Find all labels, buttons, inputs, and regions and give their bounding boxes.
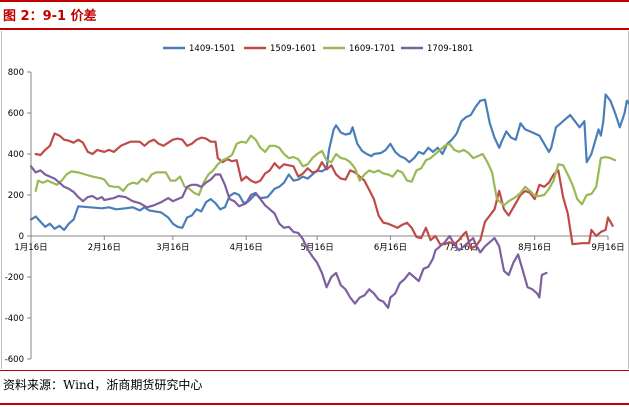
axes: 800 600 400 200 0 -200 -400 -600 1月16日 2月16日 3月16日… [5,68,625,365]
legend-label: 1709-1801 [427,44,473,54]
series-line-1709-1801 [29,165,548,309]
series-line-1409-1501 [29,93,629,231]
y-tick-label: 800 [8,68,24,78]
source-rule [0,370,629,371]
x-tick-label: 4月16日 [230,243,263,253]
legend: 1409-1501 1509-1601 1609-1701 1709-1801 [163,44,473,54]
figure-title: 图 2：9-1 价差 [3,9,97,24]
x-tick-label: 2月16日 [88,243,121,253]
top-rule [0,0,629,2]
x-tick-label: 5月16日 [301,243,334,253]
x-tick-label: 6月16日 [374,243,407,253]
series-line-1509-1601 [34,132,614,250]
x-tick-label: 8月16日 [518,243,551,253]
x-tick-label: 9月16日 [591,243,624,253]
x-tick-label: 1月16日 [14,243,47,253]
source-note: 资料来源：Wind，浙商期货研究中心 [3,378,203,392]
series-layer [29,93,629,309]
y-tick-label: 600 [8,109,24,119]
legend-label: 1609-1701 [349,44,395,54]
y-tick-label: -200 [5,273,24,283]
series-line-1609-1701 [34,134,617,207]
y-tick-label: -600 [5,355,24,365]
x-tick-label: 3月16日 [156,243,189,253]
y-tick-label: -400 [5,314,24,324]
y-tick-label: 0 [19,232,24,242]
bottom-rule [0,403,629,405]
y-tick-label: 400 [8,150,24,160]
y-tick-label: 200 [8,191,24,201]
legend-label: 1409-1501 [189,44,235,54]
legend-label: 1509-1601 [270,44,316,54]
title-rule [0,28,629,30]
